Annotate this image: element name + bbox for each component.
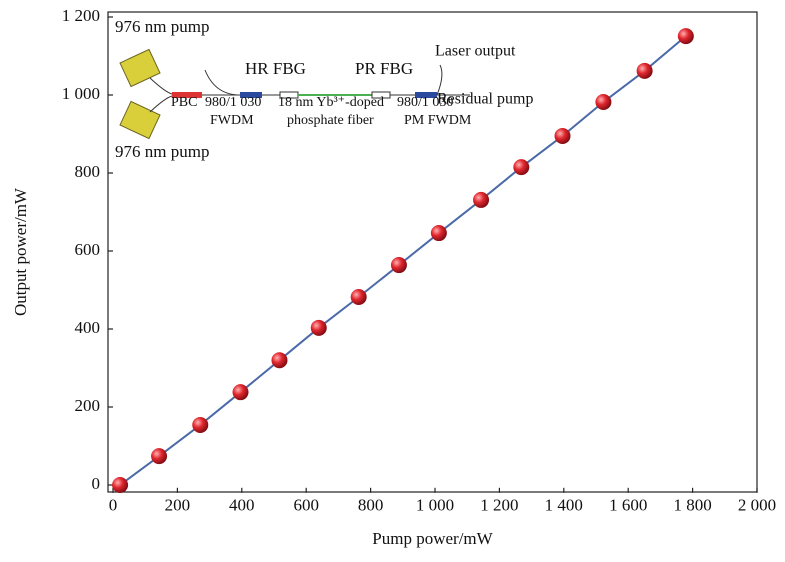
diagram-label: FWDM [210, 113, 254, 128]
x-tick-label: 200 [165, 496, 191, 515]
x-tick-label: 1 000 [416, 496, 454, 515]
diagram-label: 18 nm Yb³⁺-doped [278, 95, 384, 110]
y-tick-label: 1 000 [62, 84, 100, 103]
data-point [232, 384, 249, 401]
data-point [112, 477, 129, 493]
diagram-label: HR FBG [245, 59, 306, 78]
data-point [595, 94, 612, 111]
data-point [271, 352, 288, 369]
y-tick-label: 1 200 [62, 6, 100, 25]
x-tick-label: 600 [293, 496, 319, 515]
plot-frame [107, 11, 758, 493]
data-point [677, 28, 694, 45]
data-point [636, 62, 653, 79]
y-axis-label: Output power/mW [11, 187, 30, 316]
y-tick-label: 0 [92, 474, 101, 493]
x-tick-label: 800 [358, 496, 384, 515]
diagram-label: PR FBG [355, 59, 413, 78]
data-point [513, 159, 530, 176]
x-tick-label: 400 [229, 496, 255, 515]
diagram-label: phosphate fiber [287, 113, 374, 128]
y-tick-label: 600 [75, 240, 101, 259]
x-tick-label: 1 600 [609, 496, 647, 515]
data-point [390, 257, 407, 274]
diagram-label: 980/1 030 [397, 95, 453, 110]
data-point [473, 191, 490, 208]
y-tick-label: 800 [75, 162, 101, 181]
diagram-label: 976 nm pump [115, 17, 209, 36]
diagram-label: Residual pump [437, 91, 533, 108]
data-point [192, 416, 209, 433]
y-tick-label: 400 [75, 318, 101, 337]
data-point [310, 319, 327, 336]
x-tick-label: 0 [109, 496, 118, 515]
x-axis-label: Pump power/mW [372, 529, 493, 548]
data-point [430, 225, 447, 242]
diagram-label: Laser output [435, 43, 516, 60]
data-point [151, 448, 168, 465]
x-tick-label: 1 400 [545, 496, 583, 515]
diagram-label: PBC [171, 95, 197, 110]
diagram-label: 980/1 030 [205, 95, 261, 110]
diagram-label: 976 nm pump [115, 142, 209, 161]
y-tick-label: 200 [75, 396, 101, 415]
diagram-label: PM FWDM [404, 113, 472, 128]
data-point [554, 127, 571, 144]
setup-diagram [119, 48, 470, 140]
x-tick-label: 1 800 [673, 496, 711, 515]
x-tick-label: 2 000 [738, 496, 776, 515]
x-tick-label: 1 200 [480, 496, 518, 515]
data-point [350, 289, 367, 306]
